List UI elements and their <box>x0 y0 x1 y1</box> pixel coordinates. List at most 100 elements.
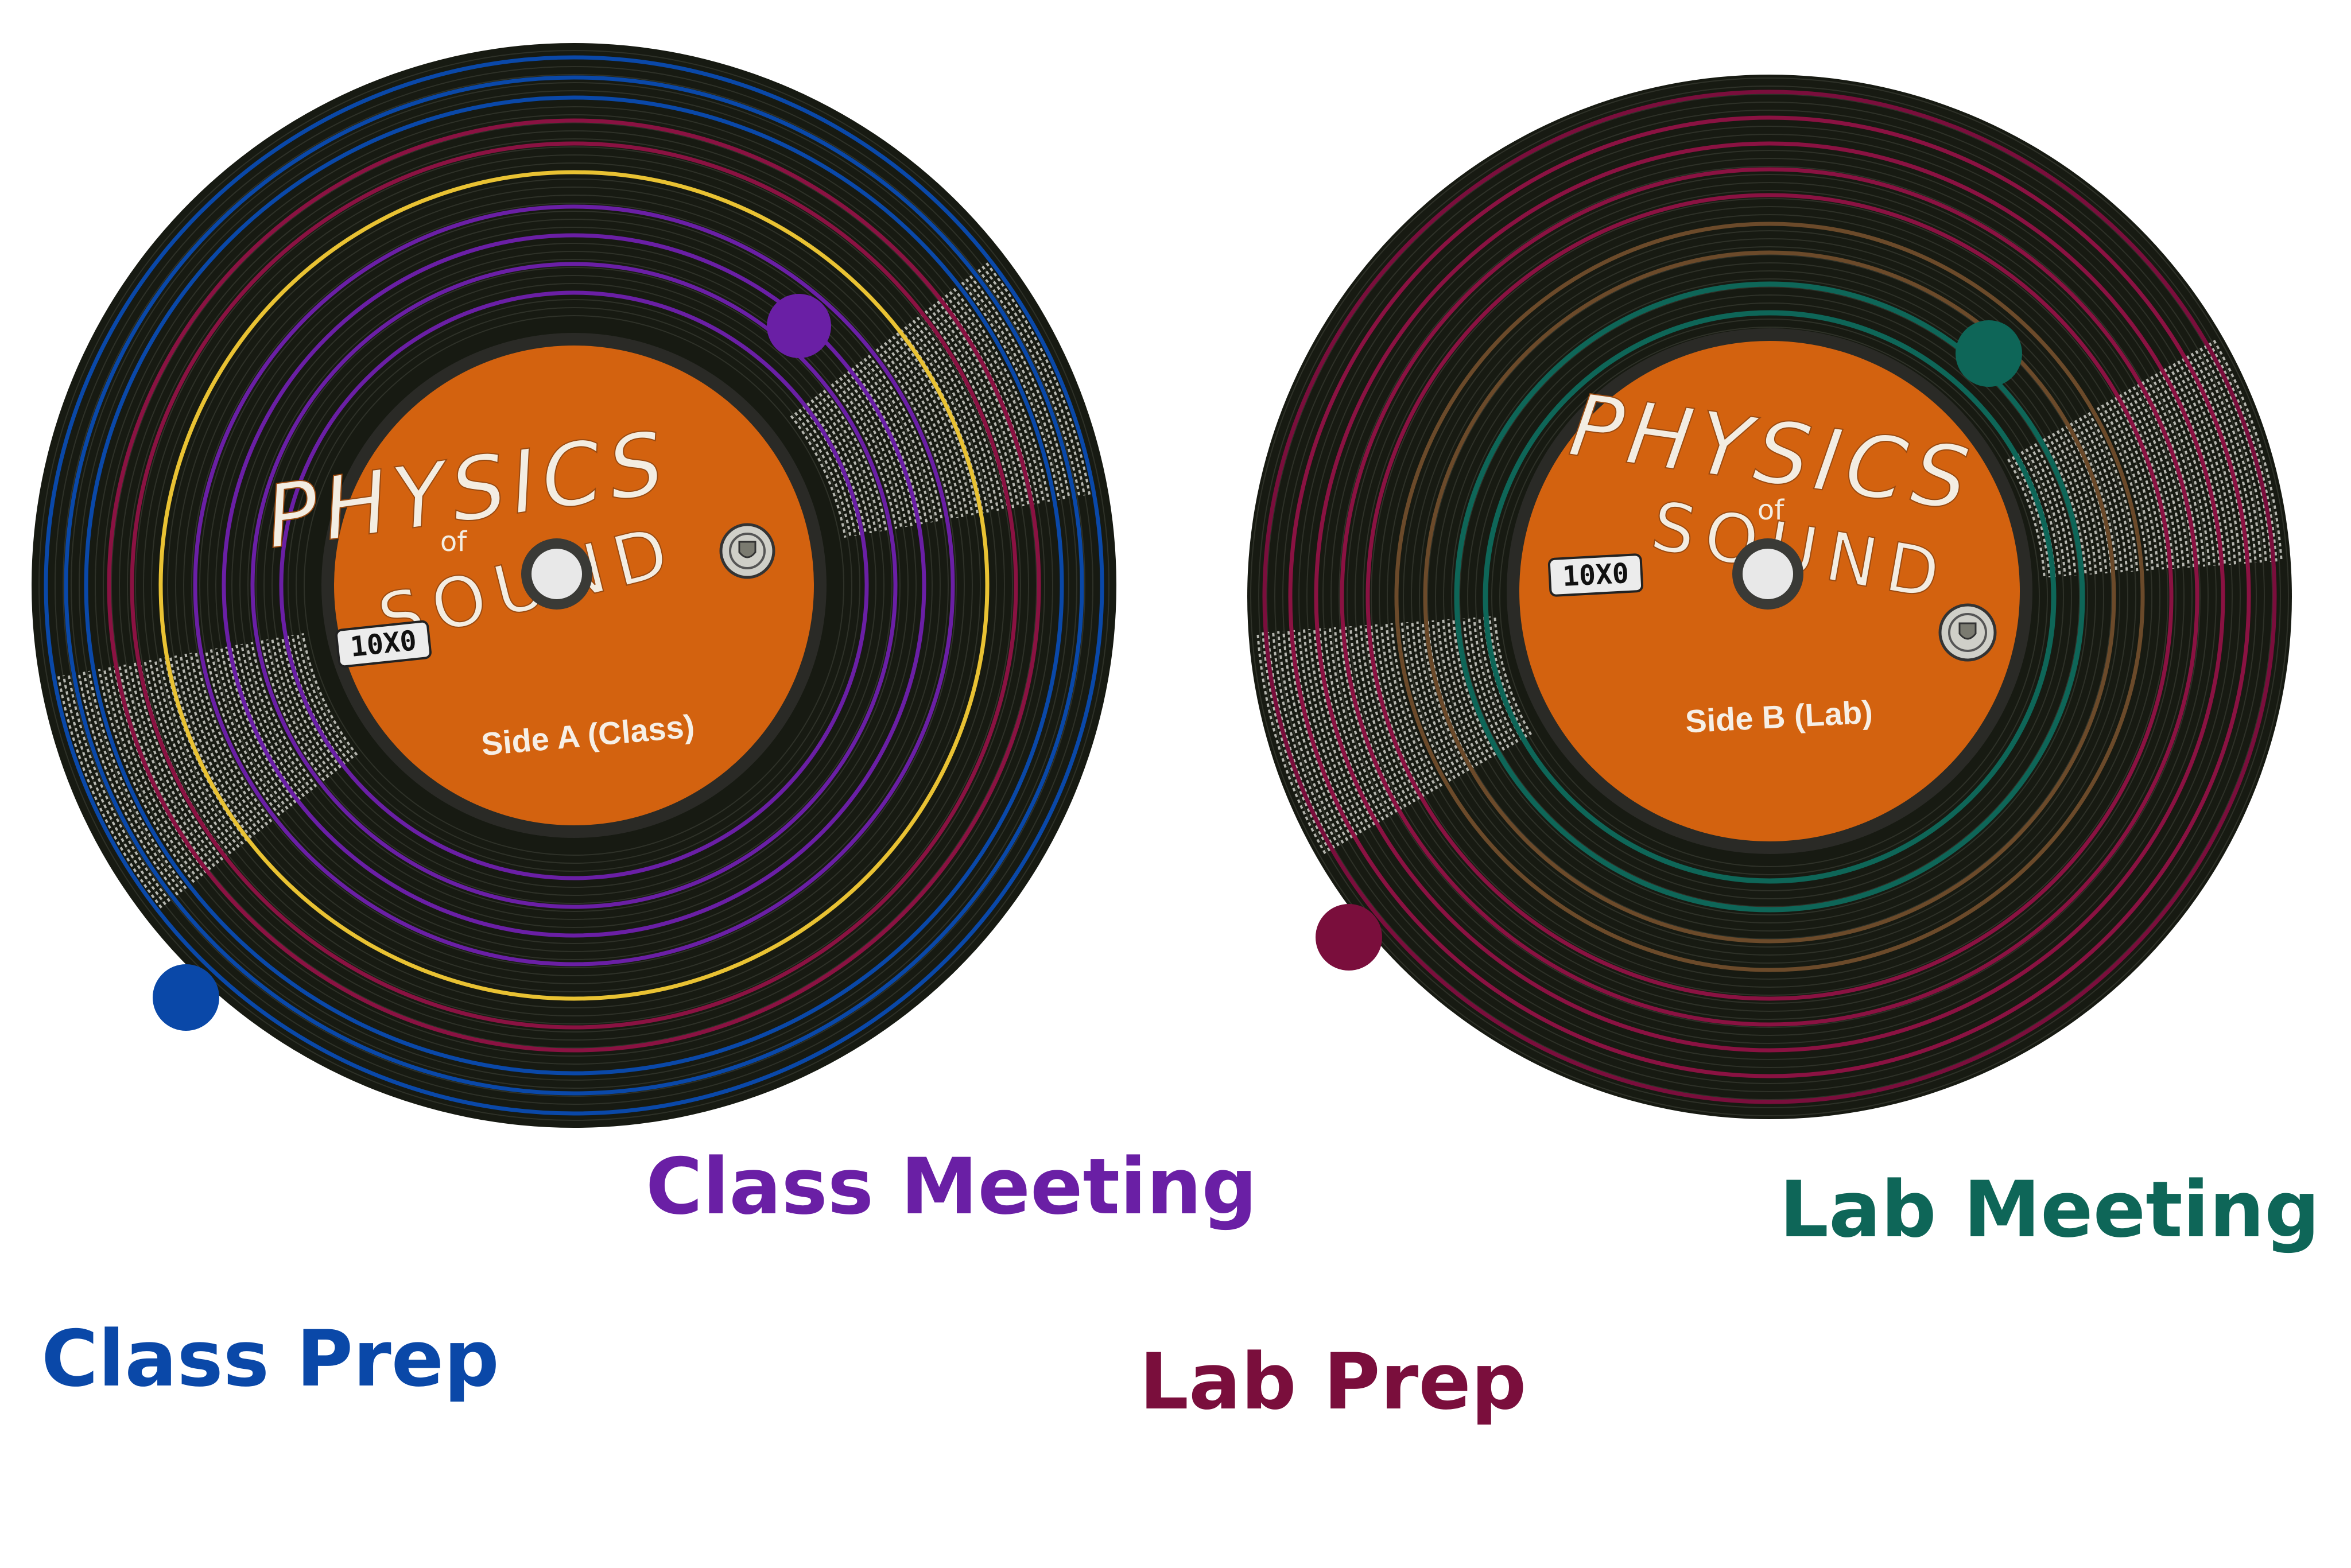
groove-line <box>1467 294 2072 899</box>
groove-line <box>1427 254 2112 940</box>
chalk-stroke <box>863 358 938 522</box>
chalk-stroke <box>2132 386 2190 568</box>
university-seal-icon <box>719 523 775 579</box>
groove-line <box>127 138 1021 1033</box>
chalk-stroke <box>2007 459 2046 578</box>
chalk-stroke <box>204 650 281 817</box>
groove-line <box>247 259 901 912</box>
chalk-stroke <box>798 409 857 536</box>
caption-lab-prep: Lab Prep <box>1139 1337 1527 1427</box>
chalk-stroke <box>937 300 1030 506</box>
chalk-stroke <box>123 664 216 867</box>
chalk-stroke <box>1267 631 1336 849</box>
chalk-stroke <box>2136 383 2195 568</box>
logo-stamp: 10X0 <box>335 620 432 668</box>
groove-line <box>1339 166 2201 1028</box>
class-prep-marker <box>153 964 219 1031</box>
groove-line <box>1451 278 2088 915</box>
chalk-stroke <box>1323 628 1384 821</box>
chalk-stroke <box>149 659 236 851</box>
chalk-stroke <box>855 364 928 523</box>
chalk-stroke <box>1473 617 1514 746</box>
chalk-stroke <box>2074 420 2123 573</box>
chalk-stroke <box>291 635 350 762</box>
chalk-stroke <box>810 399 872 534</box>
chalk-stroke <box>2172 363 2236 565</box>
track-ring <box>250 262 898 909</box>
groove-line <box>119 130 1029 1041</box>
chalk-stroke <box>1272 631 1340 847</box>
chalk-stroke <box>1478 617 1519 743</box>
lab-prep-marker <box>1316 904 1382 971</box>
chalk-stroke <box>2105 402 2159 570</box>
groove-line <box>111 122 1037 1049</box>
track-ring <box>44 55 1104 1116</box>
chalk-stroke <box>2043 437 2087 575</box>
chalk-stroke <box>2141 381 2201 567</box>
chalk-stroke <box>2190 352 2257 563</box>
chalk-stroke <box>949 291 1045 503</box>
groove-line <box>1403 230 2136 964</box>
groove-line <box>255 267 893 904</box>
chalk-stroke <box>88 670 187 890</box>
chalk-stroke <box>2119 394 2175 569</box>
chalk-stroke <box>2181 358 2247 564</box>
chalk-stroke <box>2034 443 2077 576</box>
groove-line <box>1355 182 2185 1012</box>
track-ring <box>1262 90 2277 1104</box>
groove-line <box>1419 246 2120 948</box>
chalk-stroke <box>2208 342 2278 562</box>
chalk-stroke <box>1488 616 1528 738</box>
chalk-stroke <box>932 304 1025 507</box>
chalk-stroke <box>1370 624 1425 797</box>
chalk-stroke <box>2168 366 2231 565</box>
chalk-stroke <box>1437 620 1483 764</box>
chalk-stroke <box>843 374 913 526</box>
chalk-stroke <box>179 654 261 832</box>
chalk-stroke <box>977 269 1081 497</box>
chalk-stroke <box>2070 422 2118 573</box>
spindle-hole <box>1743 549 1793 599</box>
chalk-stroke <box>2163 368 2226 565</box>
chalk-stroke <box>912 320 999 511</box>
chalk-stroke <box>143 661 232 855</box>
groove-line <box>271 283 876 888</box>
chalk-stroke <box>2146 378 2206 567</box>
chalk-stroke <box>1293 630 1358 836</box>
chalk-stroke <box>225 646 297 804</box>
chalk-stroke <box>1364 625 1421 800</box>
chalk-stroke <box>1452 619 1496 756</box>
chalk-stroke <box>1447 619 1492 759</box>
chalk-stroke <box>215 648 289 810</box>
chalk-stroke <box>945 294 1040 504</box>
chalk-stroke <box>2115 397 2170 569</box>
chalk-stroke <box>2159 371 2221 566</box>
track-ring <box>279 290 869 880</box>
chalk-stroke <box>1431 620 1479 766</box>
chalk-stroke <box>1339 627 1398 813</box>
chalk-stroke <box>879 345 959 518</box>
chalk-stroke <box>1380 624 1434 792</box>
chalk-stroke <box>961 281 1060 500</box>
chalk-stroke <box>1354 626 1411 805</box>
track-ring <box>1394 222 2145 972</box>
groove-line <box>1475 302 2064 891</box>
label-of: of <box>440 526 467 558</box>
chalk-stroke <box>2020 451 2061 577</box>
spindle-hole <box>532 549 582 599</box>
groove-line <box>135 146 1013 1024</box>
chalk-stroke <box>2078 417 2128 572</box>
chalk-stroke <box>184 653 265 829</box>
chalk-stroke <box>2011 456 2051 578</box>
groove-line <box>1322 150 2217 1044</box>
chalk-stroke <box>1462 618 1506 751</box>
caption-class-prep: Class Prep <box>41 1314 499 1404</box>
chalk-stroke <box>2083 414 2133 572</box>
chalk-stroke <box>924 310 1015 509</box>
groove-line <box>55 66 1093 1105</box>
chalk-stroke <box>2203 345 2272 562</box>
chalk-stroke <box>1277 631 1344 844</box>
class-meeting-marker <box>767 294 831 358</box>
chalk-stroke <box>2061 428 2108 574</box>
chalk-stroke <box>240 643 309 794</box>
